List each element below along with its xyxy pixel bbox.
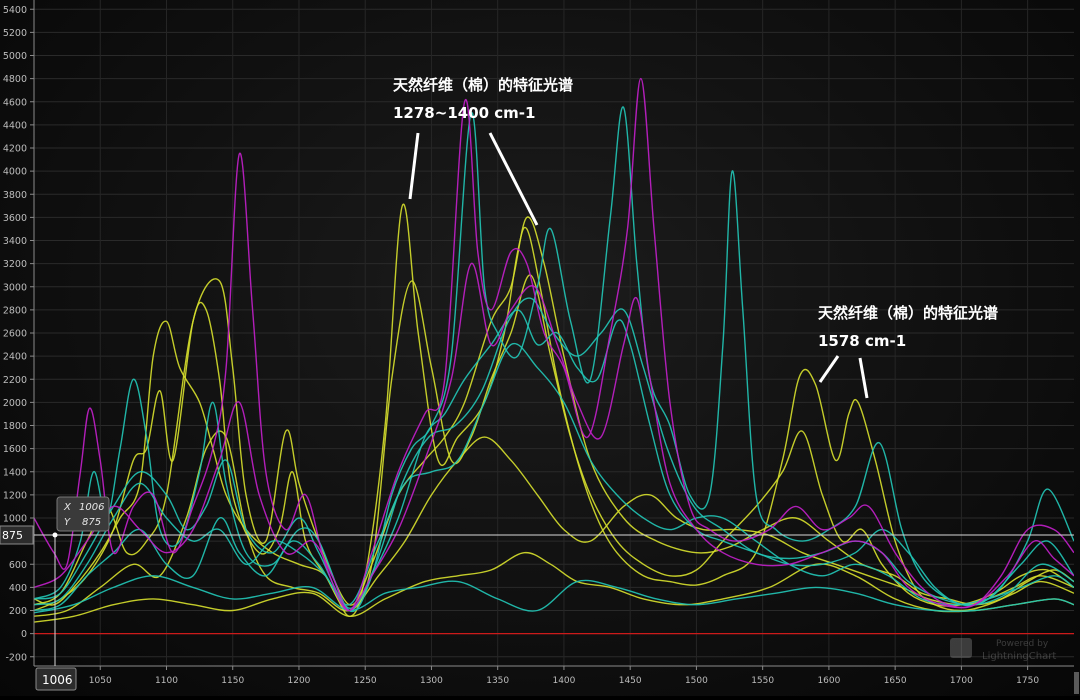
annotation-1-title: 天然纤维（棉）的特征光谱: [393, 76, 573, 94]
y-tick-label: 2600: [3, 329, 27, 340]
x-tick-label: 1600: [817, 676, 840, 686]
series-line-8: [34, 342, 1074, 612]
series-line-12: [34, 262, 1074, 612]
cursor-crosshair[interactable]: X 1006 Y 875 875 1006: [0, 496, 1074, 691]
x-tick-label: 1700: [950, 676, 973, 686]
cursor-x-value: 1006: [79, 502, 104, 513]
annotation-2-value: 1578 cm-1: [818, 332, 906, 350]
y-tick-label: 1600: [3, 444, 27, 455]
y-tick-label: 1200: [3, 490, 27, 501]
x-tick-label: 1450: [619, 676, 642, 686]
x-tick-label: 1500: [685, 676, 708, 686]
y-tick-label: -200: [5, 652, 27, 663]
y-tick-label: 5200: [3, 28, 27, 39]
x-tick-label: 1200: [288, 676, 311, 686]
annotation-cotton-band: 天然纤维（棉）的特征光谱 1278~1400 cm-1: [393, 76, 573, 226]
x-tick-label: 1550: [751, 676, 774, 686]
annotation-cotton-peak: 天然纤维（棉）的特征光谱 1578 cm-1: [818, 304, 998, 399]
y-tick-label: 4200: [3, 144, 27, 155]
x-tick-label: 1400: [552, 676, 575, 686]
watermark-logo-icon: [950, 638, 972, 658]
y-tick-label: 0: [21, 629, 27, 640]
y-tick-label: 3200: [3, 259, 27, 270]
y-axis: -200020040060080010001200140016001800200…: [3, 0, 35, 666]
y-tick-label: 4000: [3, 167, 27, 178]
cursor-point: [52, 532, 58, 538]
cursor-x-axis-badge: [35, 667, 77, 691]
watermark-line1: Powered by: [996, 639, 1049, 649]
series-line-11: [34, 77, 1074, 612]
y-tick-label: 4600: [3, 97, 27, 108]
x-tick-label: 1750: [1016, 676, 1039, 686]
cursor-tooltip: [56, 496, 110, 532]
x-tick-label: 1100: [155, 676, 178, 686]
y-tick-label: 1400: [3, 467, 27, 478]
y-tick-label: 5000: [3, 51, 27, 62]
cursor-x-axis-value: 1006: [42, 673, 73, 687]
cursor-y-axis-value: 875: [2, 529, 23, 542]
y-tick-label: 5400: [3, 5, 27, 16]
series-line-4: [34, 430, 1074, 617]
cursor-y-axis-badge: [0, 525, 34, 545]
y-tick-label: 2400: [3, 352, 27, 363]
series-line-7: [34, 309, 1074, 612]
annotation-2-title: 天然纤维（棉）的特征光谱: [818, 304, 998, 322]
series-layer: [34, 77, 1074, 623]
series-line-9: [34, 575, 1074, 614]
y-tick-label: 3000: [3, 282, 27, 293]
y-tick-label: 1800: [3, 421, 27, 432]
series-line-2: [34, 274, 1074, 612]
annotation-2-arrow-right: [858, 357, 869, 399]
series-line-5: [34, 551, 1074, 623]
annotation-2-arrow-left: [818, 355, 840, 383]
x-tick-label: 1250: [354, 676, 377, 686]
x-tick-label: 1300: [420, 676, 443, 686]
cursor-y-value: 875: [82, 517, 101, 528]
y-tick-label: 4400: [3, 120, 27, 131]
cursor-x-label: X: [63, 502, 72, 513]
annotation-1-range: 1278~1400 cm-1: [393, 104, 535, 122]
y-tick-label: 4800: [3, 74, 27, 85]
y-tick-label: 1000: [3, 514, 27, 525]
cursor-y-label: Y: [64, 517, 71, 528]
y-tick-label: 3800: [3, 190, 27, 201]
y-tick-label: 2200: [3, 375, 27, 386]
y-tick-label: 600: [9, 560, 27, 571]
x-tick-label: 1050: [89, 676, 112, 686]
y-tick-label: 3600: [3, 213, 27, 224]
y-tick-label: 200: [9, 606, 27, 617]
y-tick-label: 2800: [3, 305, 27, 316]
series-line-1: [34, 203, 1074, 618]
y-tick-label: 2000: [3, 398, 27, 409]
watermark-line2: LightningChart: [982, 651, 1056, 662]
x-tick-label: 1150: [221, 676, 244, 686]
x-tick-label: 1650: [884, 676, 907, 686]
x-axis-scroll-handle[interactable]: [1074, 672, 1079, 694]
y-tick-label: 400: [9, 583, 27, 594]
x-axis[interactable]: 1050 1100 1150 1200 1250 1300 1350 1400 1450 1500…: [34, 665, 1079, 694]
y-tick-label: 3400: [3, 236, 27, 247]
annotation-1-arrow-left: [408, 132, 420, 200]
lightningchart-watermark: Powered by LightningChart: [950, 638, 1056, 662]
x-tick-label: 1350: [486, 676, 509, 686]
series-line-3: [34, 216, 1074, 606]
annotation-1-arrow-right: [488, 132, 539, 226]
